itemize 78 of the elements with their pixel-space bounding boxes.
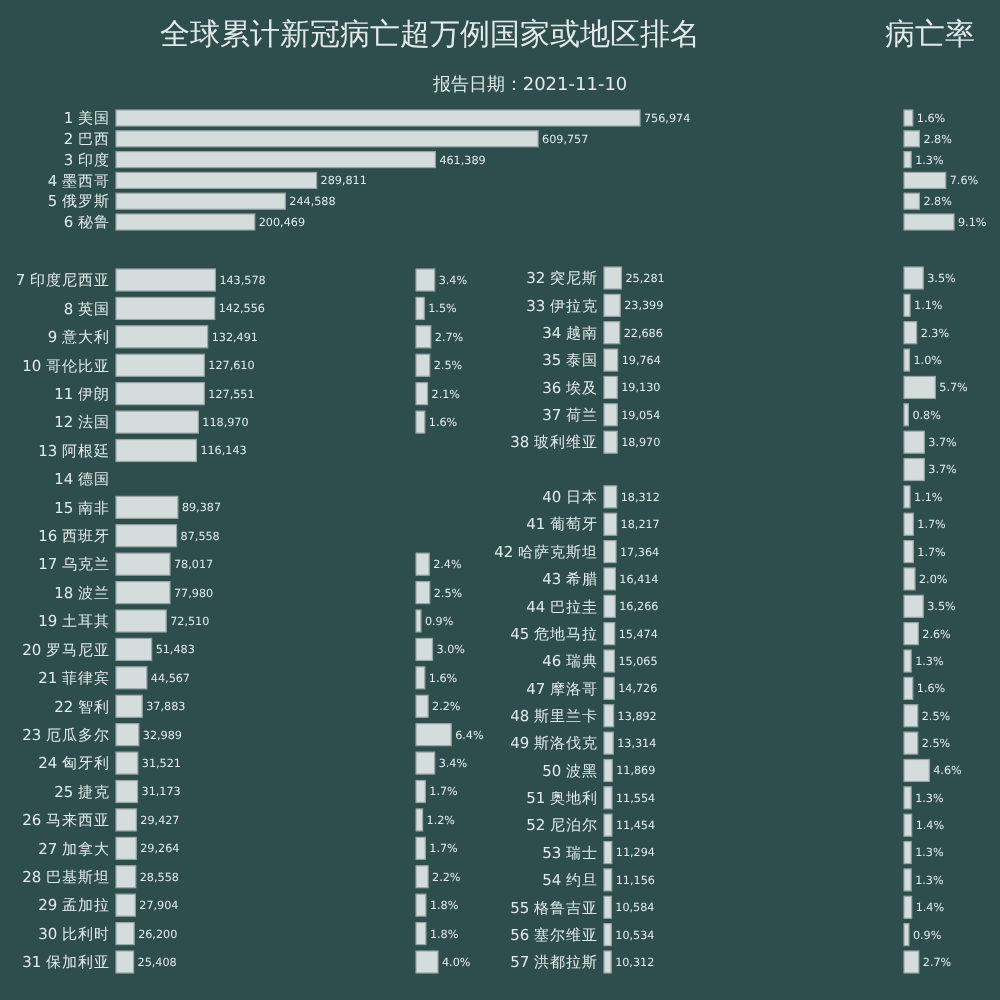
bar: [903, 266, 924, 290]
bar: [903, 375, 936, 400]
bar: [903, 512, 914, 536]
bar: [415, 779, 426, 804]
chart-title: 全球累计新冠病亡超万例国家或地区排名: [160, 16, 700, 52]
bar: [415, 808, 424, 832]
bar: [903, 430, 925, 454]
bar: [115, 438, 197, 463]
bar: [903, 786, 912, 810]
bar: [415, 723, 452, 747]
bar: [115, 836, 137, 860]
bar: [115, 410, 199, 434]
bar: [115, 751, 139, 775]
bar: [115, 779, 139, 804]
bar: [415, 296, 425, 321]
bar: [903, 171, 947, 189]
bar: [903, 950, 920, 974]
bar: [115, 268, 216, 292]
bar: [903, 594, 924, 618]
bar: [115, 495, 179, 519]
bar: [903, 622, 919, 646]
bar: [415, 552, 430, 576]
bar: [115, 865, 137, 889]
bar: [903, 293, 911, 317]
bar: [903, 649, 912, 673]
bar: [115, 723, 140, 747]
bar: [903, 923, 910, 947]
bar: [115, 524, 178, 548]
bar: [115, 921, 135, 946]
bar: [115, 325, 209, 349]
bar: [115, 382, 205, 406]
bar: [903, 731, 919, 755]
bar: [115, 609, 167, 633]
bar: [115, 637, 153, 662]
bar: [115, 171, 318, 189]
bar: [903, 704, 919, 728]
bar: [415, 325, 432, 349]
bar: [115, 893, 136, 917]
bar: [903, 457, 925, 482]
bar: [903, 321, 918, 345]
bar: [415, 893, 427, 917]
bar: [115, 580, 171, 605]
bar: [903, 840, 912, 865]
bar: [903, 813, 913, 837]
bar: [903, 868, 912, 892]
bar: [415, 950, 439, 974]
bar: [415, 836, 426, 860]
bar: [903, 676, 914, 700]
bar: [415, 921, 427, 946]
bar: [903, 485, 911, 509]
bar: [903, 348, 911, 372]
bar: [115, 552, 171, 576]
bar: [903, 151, 912, 169]
bar: [903, 540, 914, 564]
bar: [415, 865, 429, 889]
bar: [903, 895, 913, 919]
bar: [115, 296, 216, 321]
bar: [415, 694, 429, 718]
bar: [415, 580, 431, 605]
bar: [415, 609, 422, 633]
bar: [415, 353, 431, 377]
bar: [903, 403, 909, 427]
chart-title: 病亡率: [885, 16, 975, 52]
bar: [115, 666, 148, 690]
bar: [415, 637, 434, 662]
bar: [415, 410, 426, 434]
bar: [903, 758, 930, 783]
bar: [115, 808, 137, 832]
bar: [415, 382, 429, 406]
bar: [415, 666, 426, 690]
bar: [115, 353, 205, 377]
bar: [115, 151, 436, 169]
bar: [903, 567, 916, 591]
chart-subtitle: 报告日期：2021-11-10: [430, 74, 628, 96]
bar: [115, 950, 135, 974]
bar: [415, 751, 436, 775]
bar: [115, 694, 143, 718]
bar: [415, 268, 436, 292]
